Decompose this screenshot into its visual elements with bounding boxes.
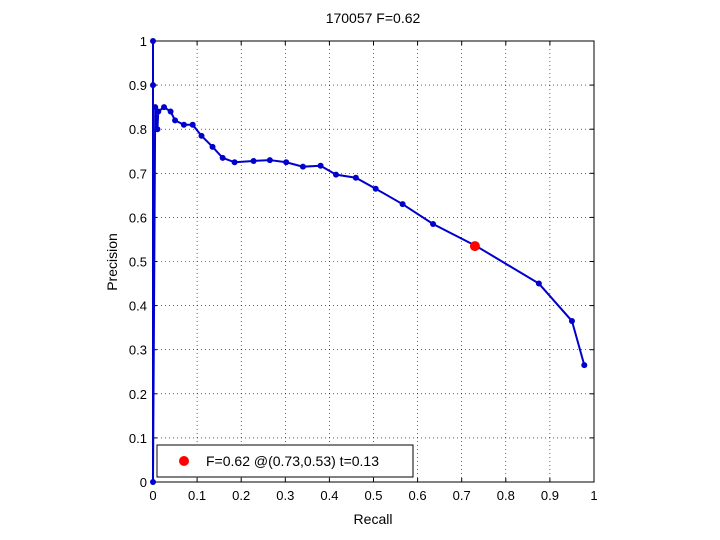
pr-point xyxy=(152,104,159,111)
pr-point xyxy=(189,121,196,128)
series-layer xyxy=(150,38,588,485)
x-tick-label: 0.7 xyxy=(453,488,471,503)
pr-point xyxy=(231,159,238,166)
x-tick-label: 0.5 xyxy=(364,488,382,503)
pr-point xyxy=(399,201,406,208)
grid-lines xyxy=(153,41,594,482)
pr-point xyxy=(333,171,340,178)
x-tick-label: 0.9 xyxy=(541,488,559,503)
x-tick-label: 0.8 xyxy=(497,488,515,503)
legend-box xyxy=(156,444,414,478)
y-tick-label: 0.4 xyxy=(129,299,147,314)
y-axis-label: Precision xyxy=(104,233,120,291)
x-tick-label: 1 xyxy=(590,488,597,503)
pr-point xyxy=(372,185,379,192)
pr-point xyxy=(150,479,156,485)
chart-title: 170057 F=0.62 xyxy=(326,10,421,26)
y-tick-label: 0 xyxy=(140,475,147,490)
y-tick-label: 0.1 xyxy=(129,431,147,446)
legend: F=0.62 @(0.73,0.53) t=0.13 xyxy=(156,444,414,478)
pr-point xyxy=(299,163,306,170)
axis-ticks: 0 0.1 0.2 0.3 0.4 0.5 0.6 0.7 0.8 0.9 1 0 0.1 0.2 0.3 0… xyxy=(129,34,598,503)
pr-point xyxy=(150,38,156,44)
y-tick-label: 0.3 xyxy=(129,343,147,358)
legend-marker xyxy=(179,456,189,466)
pr-point xyxy=(172,117,179,124)
x-tick-label: 0.3 xyxy=(276,488,294,503)
x-tick-label: 0.1 xyxy=(188,488,206,503)
pr-point xyxy=(209,143,216,150)
x-tick-label: 0.2 xyxy=(232,488,250,503)
y-tick-label: 0.8 xyxy=(129,122,147,137)
x-tick-label: 0.4 xyxy=(320,488,338,503)
legend-label: F=0.62 @(0.73,0.53) t=0.13 xyxy=(206,453,379,469)
pr-point xyxy=(266,157,273,164)
pr-point xyxy=(581,362,588,369)
optimum-point xyxy=(469,241,480,252)
x-tick-label: 0.6 xyxy=(409,488,427,503)
y-tick-label: 0.9 xyxy=(129,78,147,93)
pr-point xyxy=(180,121,187,128)
pr-point xyxy=(535,280,542,287)
pr-point xyxy=(352,174,359,181)
pr-point xyxy=(198,132,205,139)
y-tick-label: 0.7 xyxy=(129,166,147,181)
y-tick-label: 0.6 xyxy=(129,210,147,225)
y-tick-label: 0.2 xyxy=(129,387,147,402)
pr-point xyxy=(150,82,156,89)
pr-point xyxy=(317,162,324,169)
pr-point xyxy=(219,154,226,161)
y-tick-label: 1 xyxy=(140,34,147,49)
pr-point xyxy=(167,108,174,115)
pr-point xyxy=(568,318,575,325)
pr-point xyxy=(250,157,257,164)
x-tick-label: 0 xyxy=(149,488,156,503)
pr-point xyxy=(154,126,161,133)
x-axis-label: Recall xyxy=(354,511,393,527)
y-tick-label: 0.5 xyxy=(129,255,147,270)
pr-point xyxy=(155,108,162,115)
pr-point xyxy=(283,159,290,166)
pr-point xyxy=(430,221,437,228)
pr-point xyxy=(161,104,168,111)
